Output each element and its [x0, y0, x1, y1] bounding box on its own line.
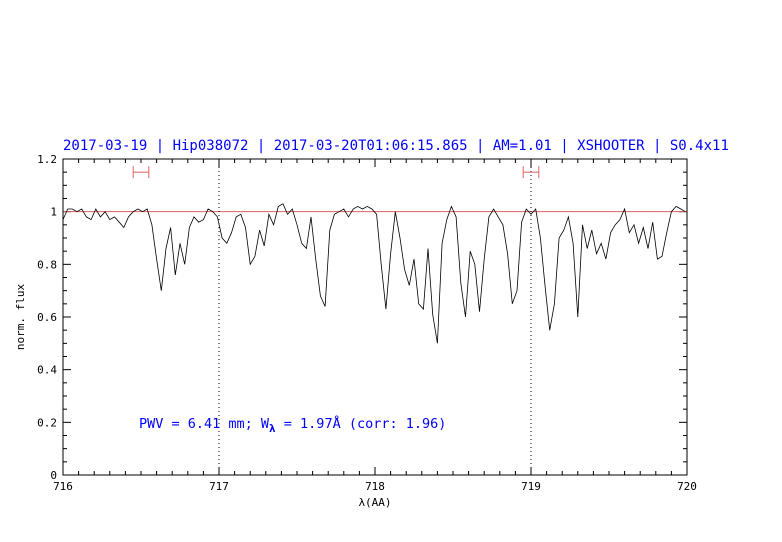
y-tick-label: 0 [50, 469, 57, 482]
x-tick-label: 720 [677, 480, 697, 493]
spectrum-series-line [62, 203, 686, 344]
y-tick-label: 0.8 [37, 258, 57, 271]
y-tick-label: 0.2 [37, 416, 57, 429]
x-tick-label: 719 [521, 480, 541, 493]
x-tick-label: 716 [53, 480, 73, 493]
x-tick-label: 718 [365, 480, 385, 493]
pwv-annotation: PWV = 6.41 mm; Wλ = 1.97Å (corr: 1.96) [139, 415, 446, 435]
chart-title: 2017-03-19 | Hip038072 | 2017-03-20T01:0… [63, 138, 729, 154]
y-tick-label: 1.2 [37, 153, 57, 166]
y-tick-label: 1 [50, 206, 57, 219]
y-tick-label: 0.6 [37, 311, 57, 324]
y-axis-label: norm. flux [14, 284, 27, 351]
x-tick-label: 717 [209, 480, 229, 493]
y-tick-label: 0.4 [37, 364, 57, 377]
plot-frame [62, 158, 688, 476]
x-axis-label: λ(AA) [358, 496, 391, 509]
